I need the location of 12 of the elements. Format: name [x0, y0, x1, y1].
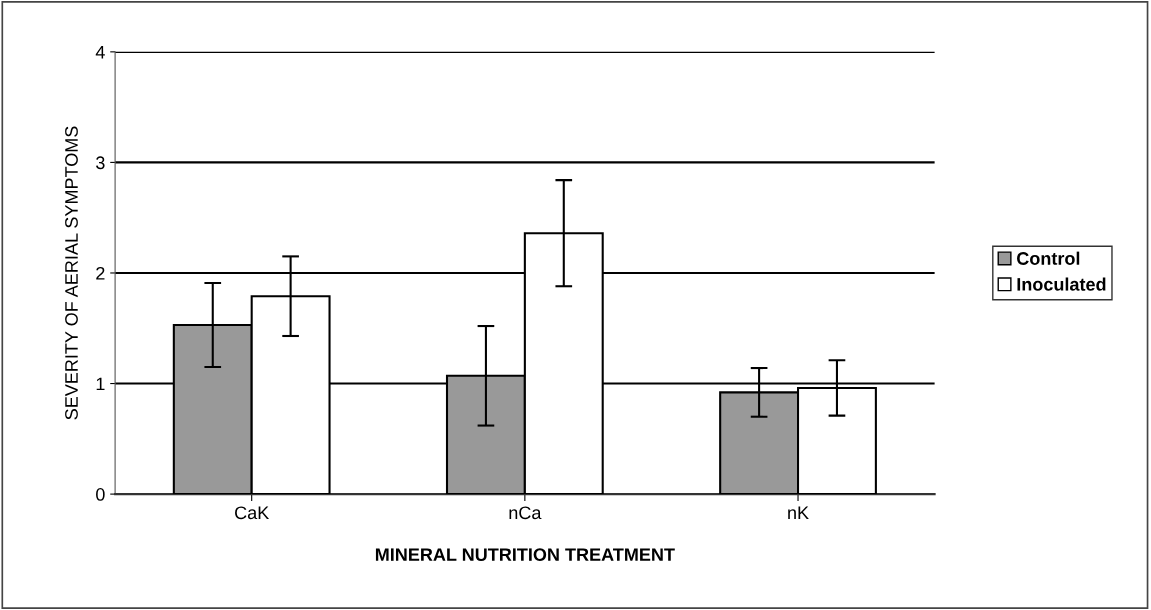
y-axis-title: SEVERITY OF AERIAL SYMPTOMS [65, 126, 78, 420]
y-tick-label: 1 [96, 377, 105, 391]
x-axis-title: MINERAL NUTRITION TREATMENT [375, 548, 675, 561]
y-tick-label: 2 [96, 266, 105, 280]
x-tick-label: nK [788, 506, 809, 519]
legend-label: Inoculated [1017, 277, 1106, 291]
legend-label: Control [1017, 251, 1080, 265]
x-tick-label: nCa [509, 506, 542, 520]
y-tick-label: 4 [95, 45, 105, 59]
x-tick-label: CaK [235, 506, 270, 520]
y-tick-label: 0 [96, 488, 105, 501]
y-tick-label: 3 [96, 156, 105, 170]
